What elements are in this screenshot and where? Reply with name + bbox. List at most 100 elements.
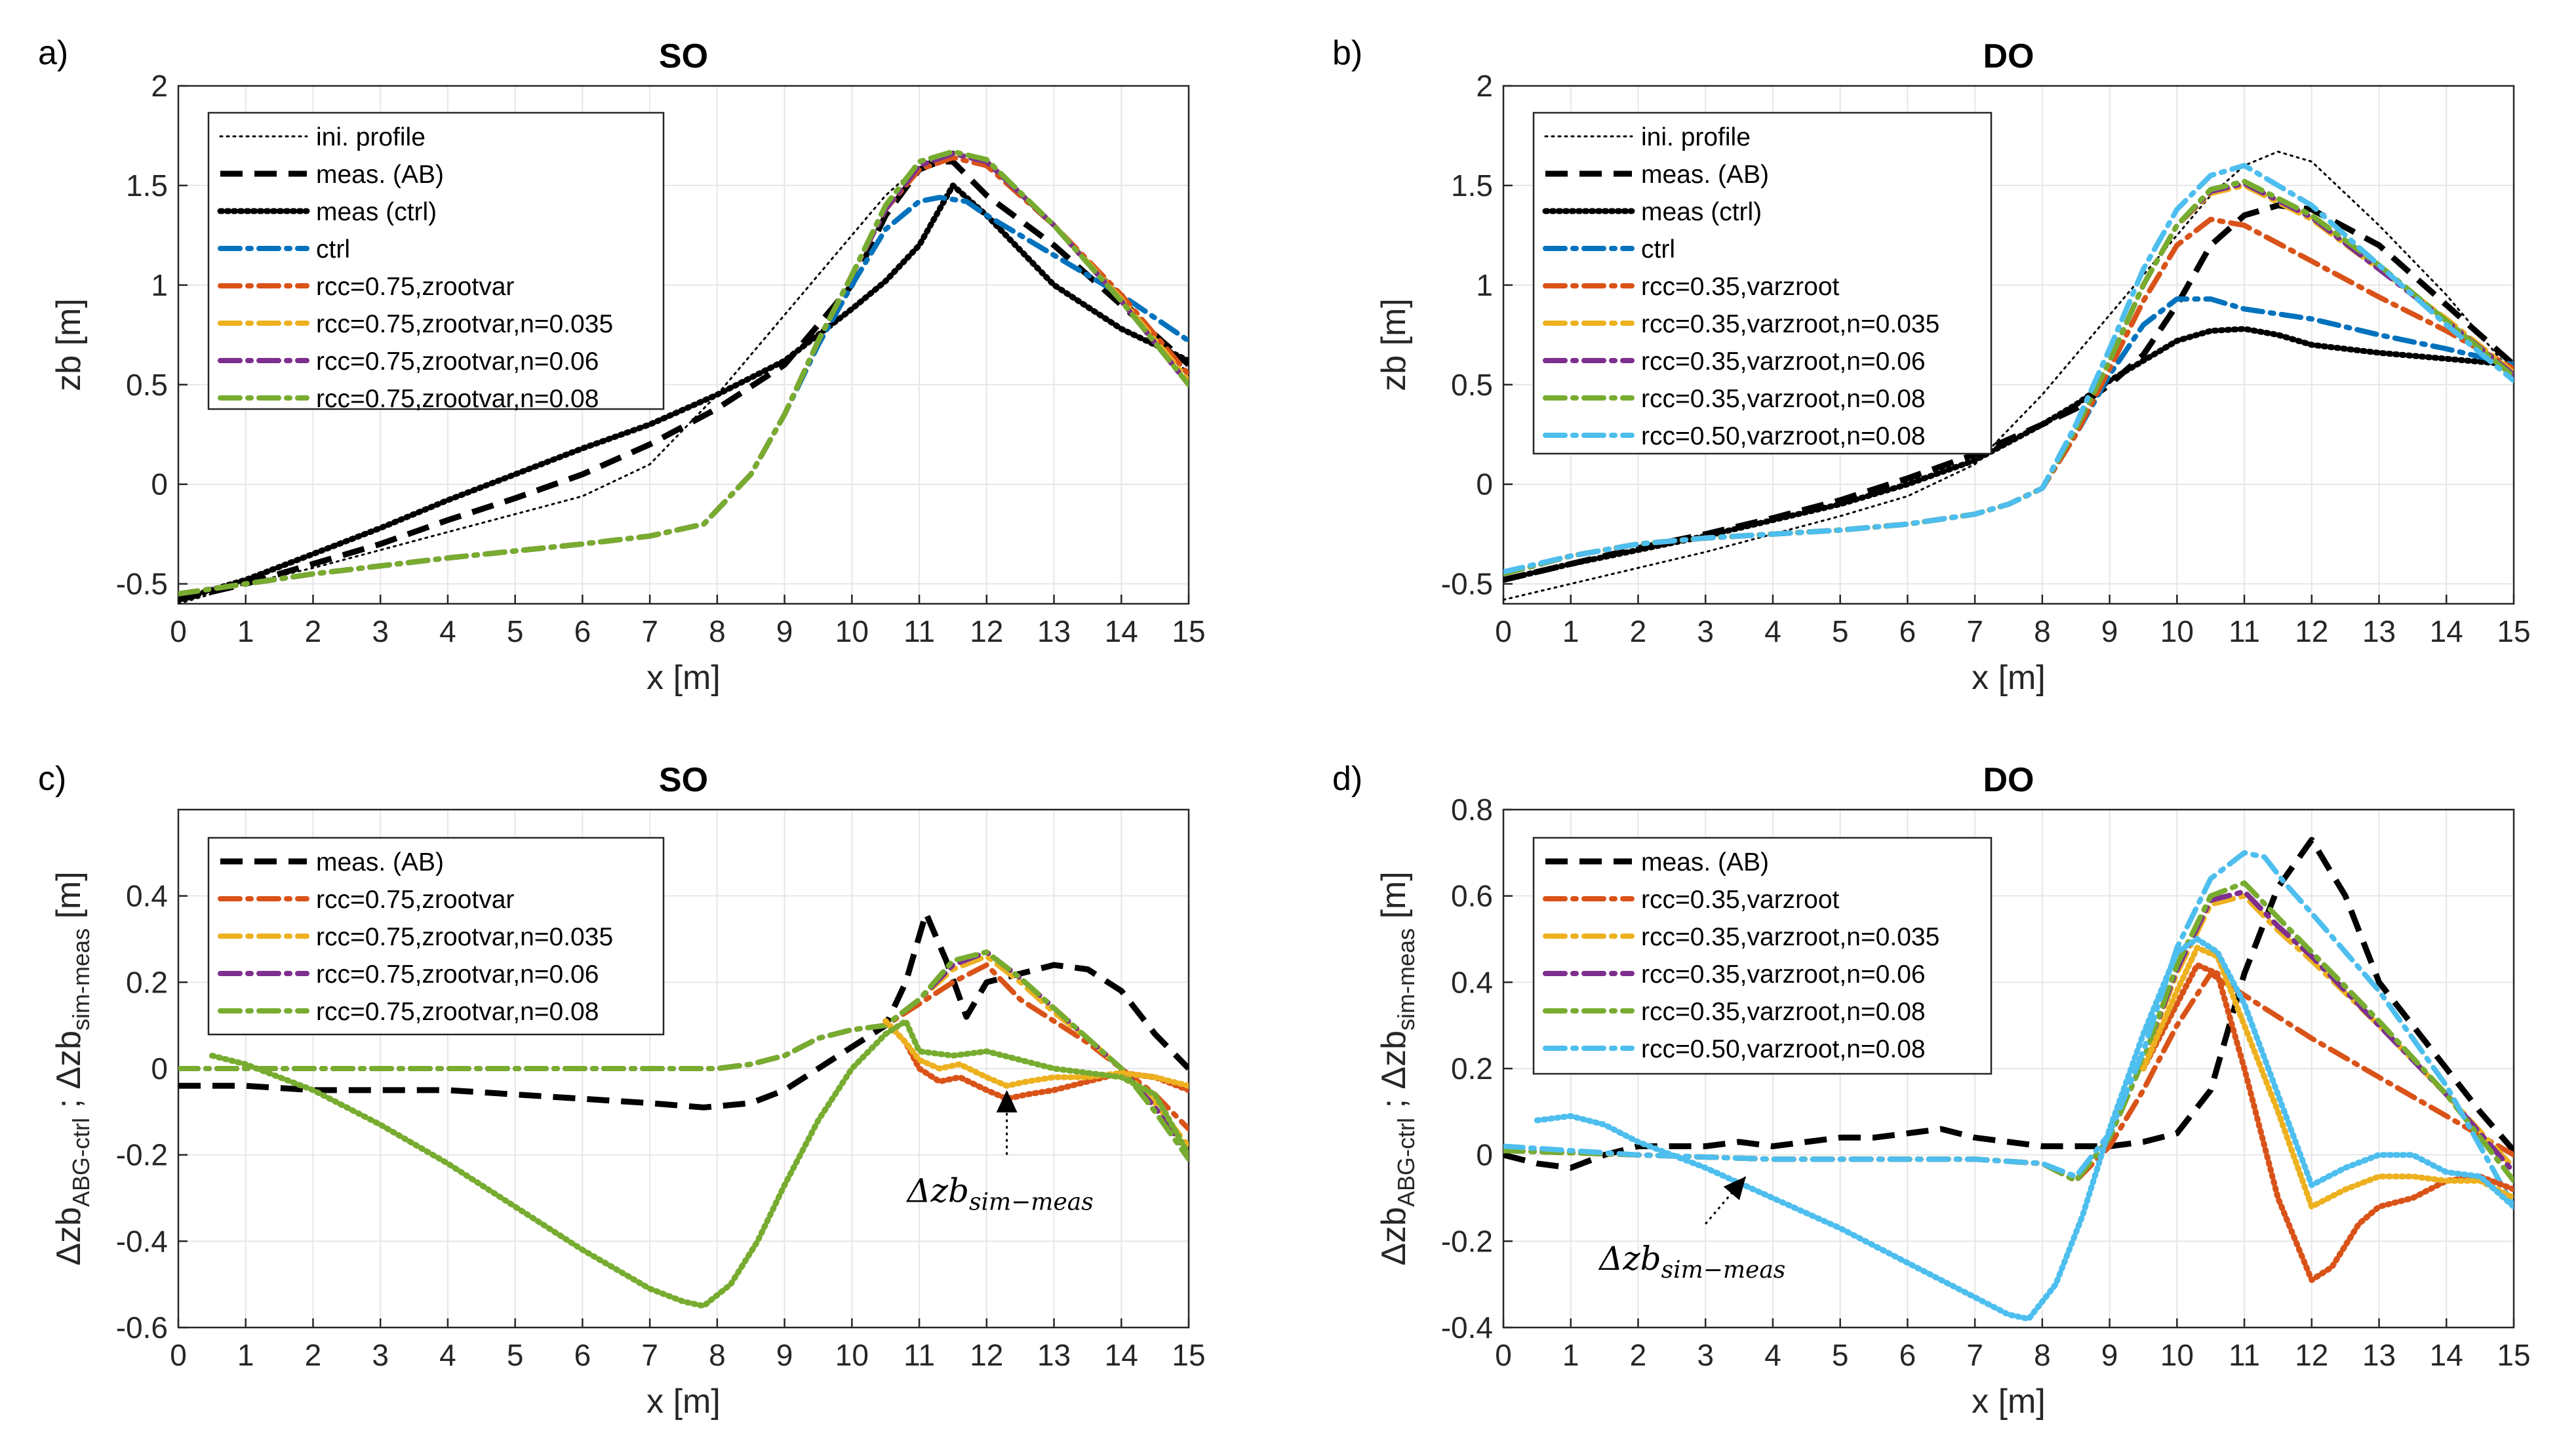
x-tick-label: 10 [2160, 1338, 2194, 1372]
annotation-arrow-head [996, 1090, 1018, 1112]
x-tick-label: 2 [1630, 1338, 1647, 1372]
x-tick-label: 8 [709, 614, 726, 648]
chart-title: DO [1983, 37, 2034, 75]
y-axis-label-part: Δzb [50, 1207, 88, 1266]
x-tick-label: 0 [1495, 614, 1512, 648]
series-line [1503, 163, 2514, 575]
legend-entry: ini. profile [316, 123, 426, 151]
y-axis-label-part: Δzb [1375, 1207, 1413, 1266]
x-axis-label: x [m] [1972, 1383, 2046, 1421]
legend-entry: rcc=0.50,varzroot,n=0.08 [1641, 1035, 1926, 1063]
y-tick-label: -0.4 [1441, 1310, 1493, 1345]
x-tick-label: 14 [1105, 1338, 1138, 1372]
legend-entry: rcc=0.75,zrootvar,n=0.035 [316, 310, 613, 338]
chart-title: SO [659, 761, 708, 799]
y-tick-label: 0.5 [1451, 368, 1493, 402]
y-tick-label: 2 [151, 69, 168, 103]
legend-entry: rcc=0.75,zrootvar,n=0.06 [316, 960, 599, 989]
panel-label: b) [1332, 34, 1362, 72]
x-tick-label: 6 [1899, 1338, 1916, 1372]
x-tick-label: 0 [170, 614, 187, 648]
series-line [883, 1018, 1189, 1089]
x-tick-label: 2 [305, 1338, 322, 1372]
legend-entry: rcc=0.35,varzroot [1641, 886, 1840, 914]
axes-box [1502, 85, 2515, 605]
legend: ini. profile meas. (AB) meas (ctrl) ctrl rcc… [207, 111, 665, 413]
x-tick-label: 6 [574, 614, 591, 648]
legend-box [207, 836, 665, 1036]
x-axis-label: x [m] [646, 659, 721, 697]
legend-entry: rcc=0.35,varzroot,n=0.035 [1641, 923, 1939, 951]
legend-entry: ctrl [316, 235, 350, 264]
x-tick-label: 9 [776, 614, 793, 648]
y-tick-label: -0.2 [1441, 1224, 1493, 1258]
x-tick-label: 3 [1697, 1338, 1714, 1372]
y-tick-label: 2 [1476, 69, 1493, 103]
y-axis-label-part: ABG-ctrl [68, 1118, 94, 1207]
x-tick-label: 14 [2430, 1338, 2463, 1372]
y-tick-label: 0.5 [126, 368, 168, 402]
x-tick-label: 12 [970, 614, 1003, 648]
x-tick-label: 1 [1562, 1338, 1579, 1372]
x-tick-label: 6 [1899, 614, 1916, 648]
legend-box [1532, 836, 1993, 1075]
legend-entry: rcc=0.75,zrootvar,n=0.08 [316, 385, 599, 413]
chart-title: DO [1983, 761, 2034, 799]
y-tick-label: -0.2 [116, 1138, 168, 1172]
series-line [178, 159, 1189, 603]
y-axis-label-part: ABG-ctrl [1393, 1118, 1419, 1207]
series-line [2140, 945, 2514, 1210]
panel-c: 0 1 2 3 4 5 6 7 8 9 10 11 12 13 14 15-0.6-0.4-0.200.20.… [38, 760, 1206, 1421]
x-tick-label: 8 [709, 1338, 726, 1372]
x-tick-label: 3 [1697, 614, 1714, 648]
x-tick-label: 15 [2497, 1338, 2530, 1372]
legend-entry: rcc=0.50,varzroot,n=0.08 [1641, 422, 1926, 450]
series-line [1534, 936, 2514, 1322]
x-tick-label: 9 [776, 1338, 793, 1372]
y-tick-label: -0.6 [116, 1310, 168, 1345]
y-tick-label: 0.2 [126, 965, 168, 999]
x-tick-label: 14 [1105, 614, 1138, 648]
panel-d: 0 1 2 3 4 5 6 7 8 9 10 11 12 13 14 15-0.4-0.200.20.40.6… [1332, 760, 2531, 1421]
x-tick-label: 11 [2229, 614, 2260, 648]
legend-entry: ini. profile [1641, 123, 1751, 151]
series-line [178, 182, 1189, 603]
x-tick-label: 7 [641, 1338, 658, 1372]
x-tick-label: 5 [507, 614, 524, 648]
legend-entry: rcc=0.35,varzroot,n=0.08 [1641, 998, 1926, 1026]
x-tick-label: 10 [835, 614, 869, 648]
x-tick-label: 11 [2229, 1338, 2260, 1372]
x-tick-label: 6 [574, 1338, 591, 1372]
x-tick-label: 4 [1764, 1338, 1781, 1372]
annotation-label: Δzbsim−meas [906, 1172, 1094, 1216]
panel-label: c) [38, 760, 66, 798]
series-line [208, 1018, 1189, 1309]
x-tick-label: 2 [1630, 614, 1647, 648]
x-tick-label: 9 [2101, 1338, 2118, 1372]
annotation: Δzbsim−meas [1598, 1175, 1785, 1284]
y-tick-label: -0.5 [1441, 567, 1493, 601]
legend-entry: meas. (AB) [1641, 161, 1769, 189]
x-tick-label: 12 [2295, 1338, 2328, 1372]
y-axis-label-part: ; Δzb [1375, 1031, 1413, 1118]
legend-entry: meas. (AB) [1641, 848, 1769, 876]
legend: meas. (AB) rcc=0.75,zrootvar rcc=0.75,zroo… [207, 836, 665, 1036]
legend-entry: meas. (AB) [316, 848, 444, 876]
y-axis-label: ΔzbABG-ctrl ; Δzbsim-meas [m] [1375, 871, 1419, 1265]
x-axis-label: x [m] [1972, 659, 2046, 697]
plot-area [1503, 150, 2514, 601]
y-tick-label: 0 [151, 467, 168, 502]
x-tick-label: 2 [305, 614, 322, 648]
y-axis-label-part: [m] [1375, 871, 1413, 928]
axes-box [177, 85, 1190, 605]
annotation-text: Δzb [906, 1172, 969, 1210]
x-tick-label: 4 [1764, 614, 1781, 648]
x-tick-label: 11 [903, 614, 935, 648]
x-tick-label: 5 [1832, 1338, 1849, 1372]
y-tick-label: 1.5 [1451, 168, 1493, 203]
x-tick-label: 7 [1966, 614, 1983, 648]
legend-entry: meas (ctrl) [316, 198, 437, 226]
annotation-arrow-head [1723, 1176, 1746, 1200]
x-tick-label: 8 [2034, 614, 2051, 648]
